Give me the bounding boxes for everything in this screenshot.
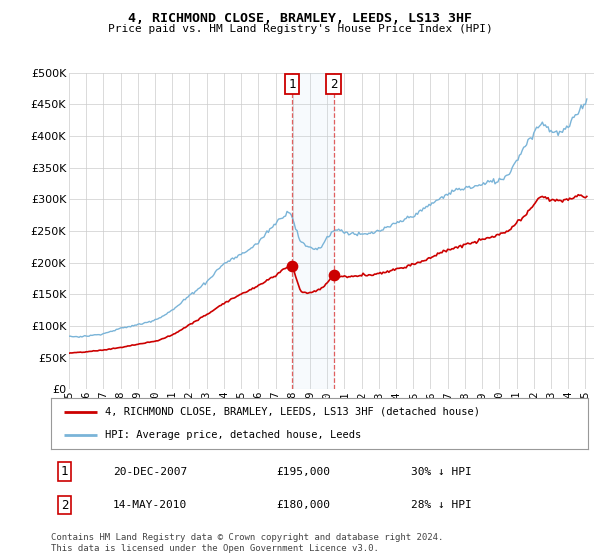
Point [287, 262, 297, 270]
Text: HPI: Average price, detached house, Leeds: HPI: Average price, detached house, Leed… [105, 430, 361, 440]
Text: 28% ↓ HPI: 28% ↓ HPI [411, 500, 472, 510]
Text: 4, RICHMOND CLOSE, BRAMLEY, LEEDS, LS13 3HF (detached house): 4, RICHMOND CLOSE, BRAMLEY, LEEDS, LS13 … [105, 407, 480, 417]
Bar [292, 73, 334, 389]
Text: 14-MAY-2010: 14-MAY-2010 [113, 500, 187, 510]
Text: 2: 2 [61, 498, 68, 511]
Text: 4, RICHMOND CLOSE, BRAMLEY, LEEDS, LS13 3HF: 4, RICHMOND CLOSE, BRAMLEY, LEEDS, LS13 … [128, 12, 472, 25]
Point [329, 271, 338, 280]
Text: £180,000: £180,000 [277, 500, 331, 510]
Text: 2: 2 [330, 77, 337, 91]
Text: 20-DEC-2007: 20-DEC-2007 [113, 466, 187, 477]
Text: 1: 1 [288, 77, 296, 91]
Text: Price paid vs. HM Land Registry's House Price Index (HPI): Price paid vs. HM Land Registry's House … [107, 24, 493, 34]
Text: Contains HM Land Registry data © Crown copyright and database right 2024.
This d: Contains HM Land Registry data © Crown c… [51, 533, 443, 553]
Text: £195,000: £195,000 [277, 466, 331, 477]
Text: 1: 1 [61, 465, 68, 478]
Text: 30% ↓ HPI: 30% ↓ HPI [411, 466, 472, 477]
